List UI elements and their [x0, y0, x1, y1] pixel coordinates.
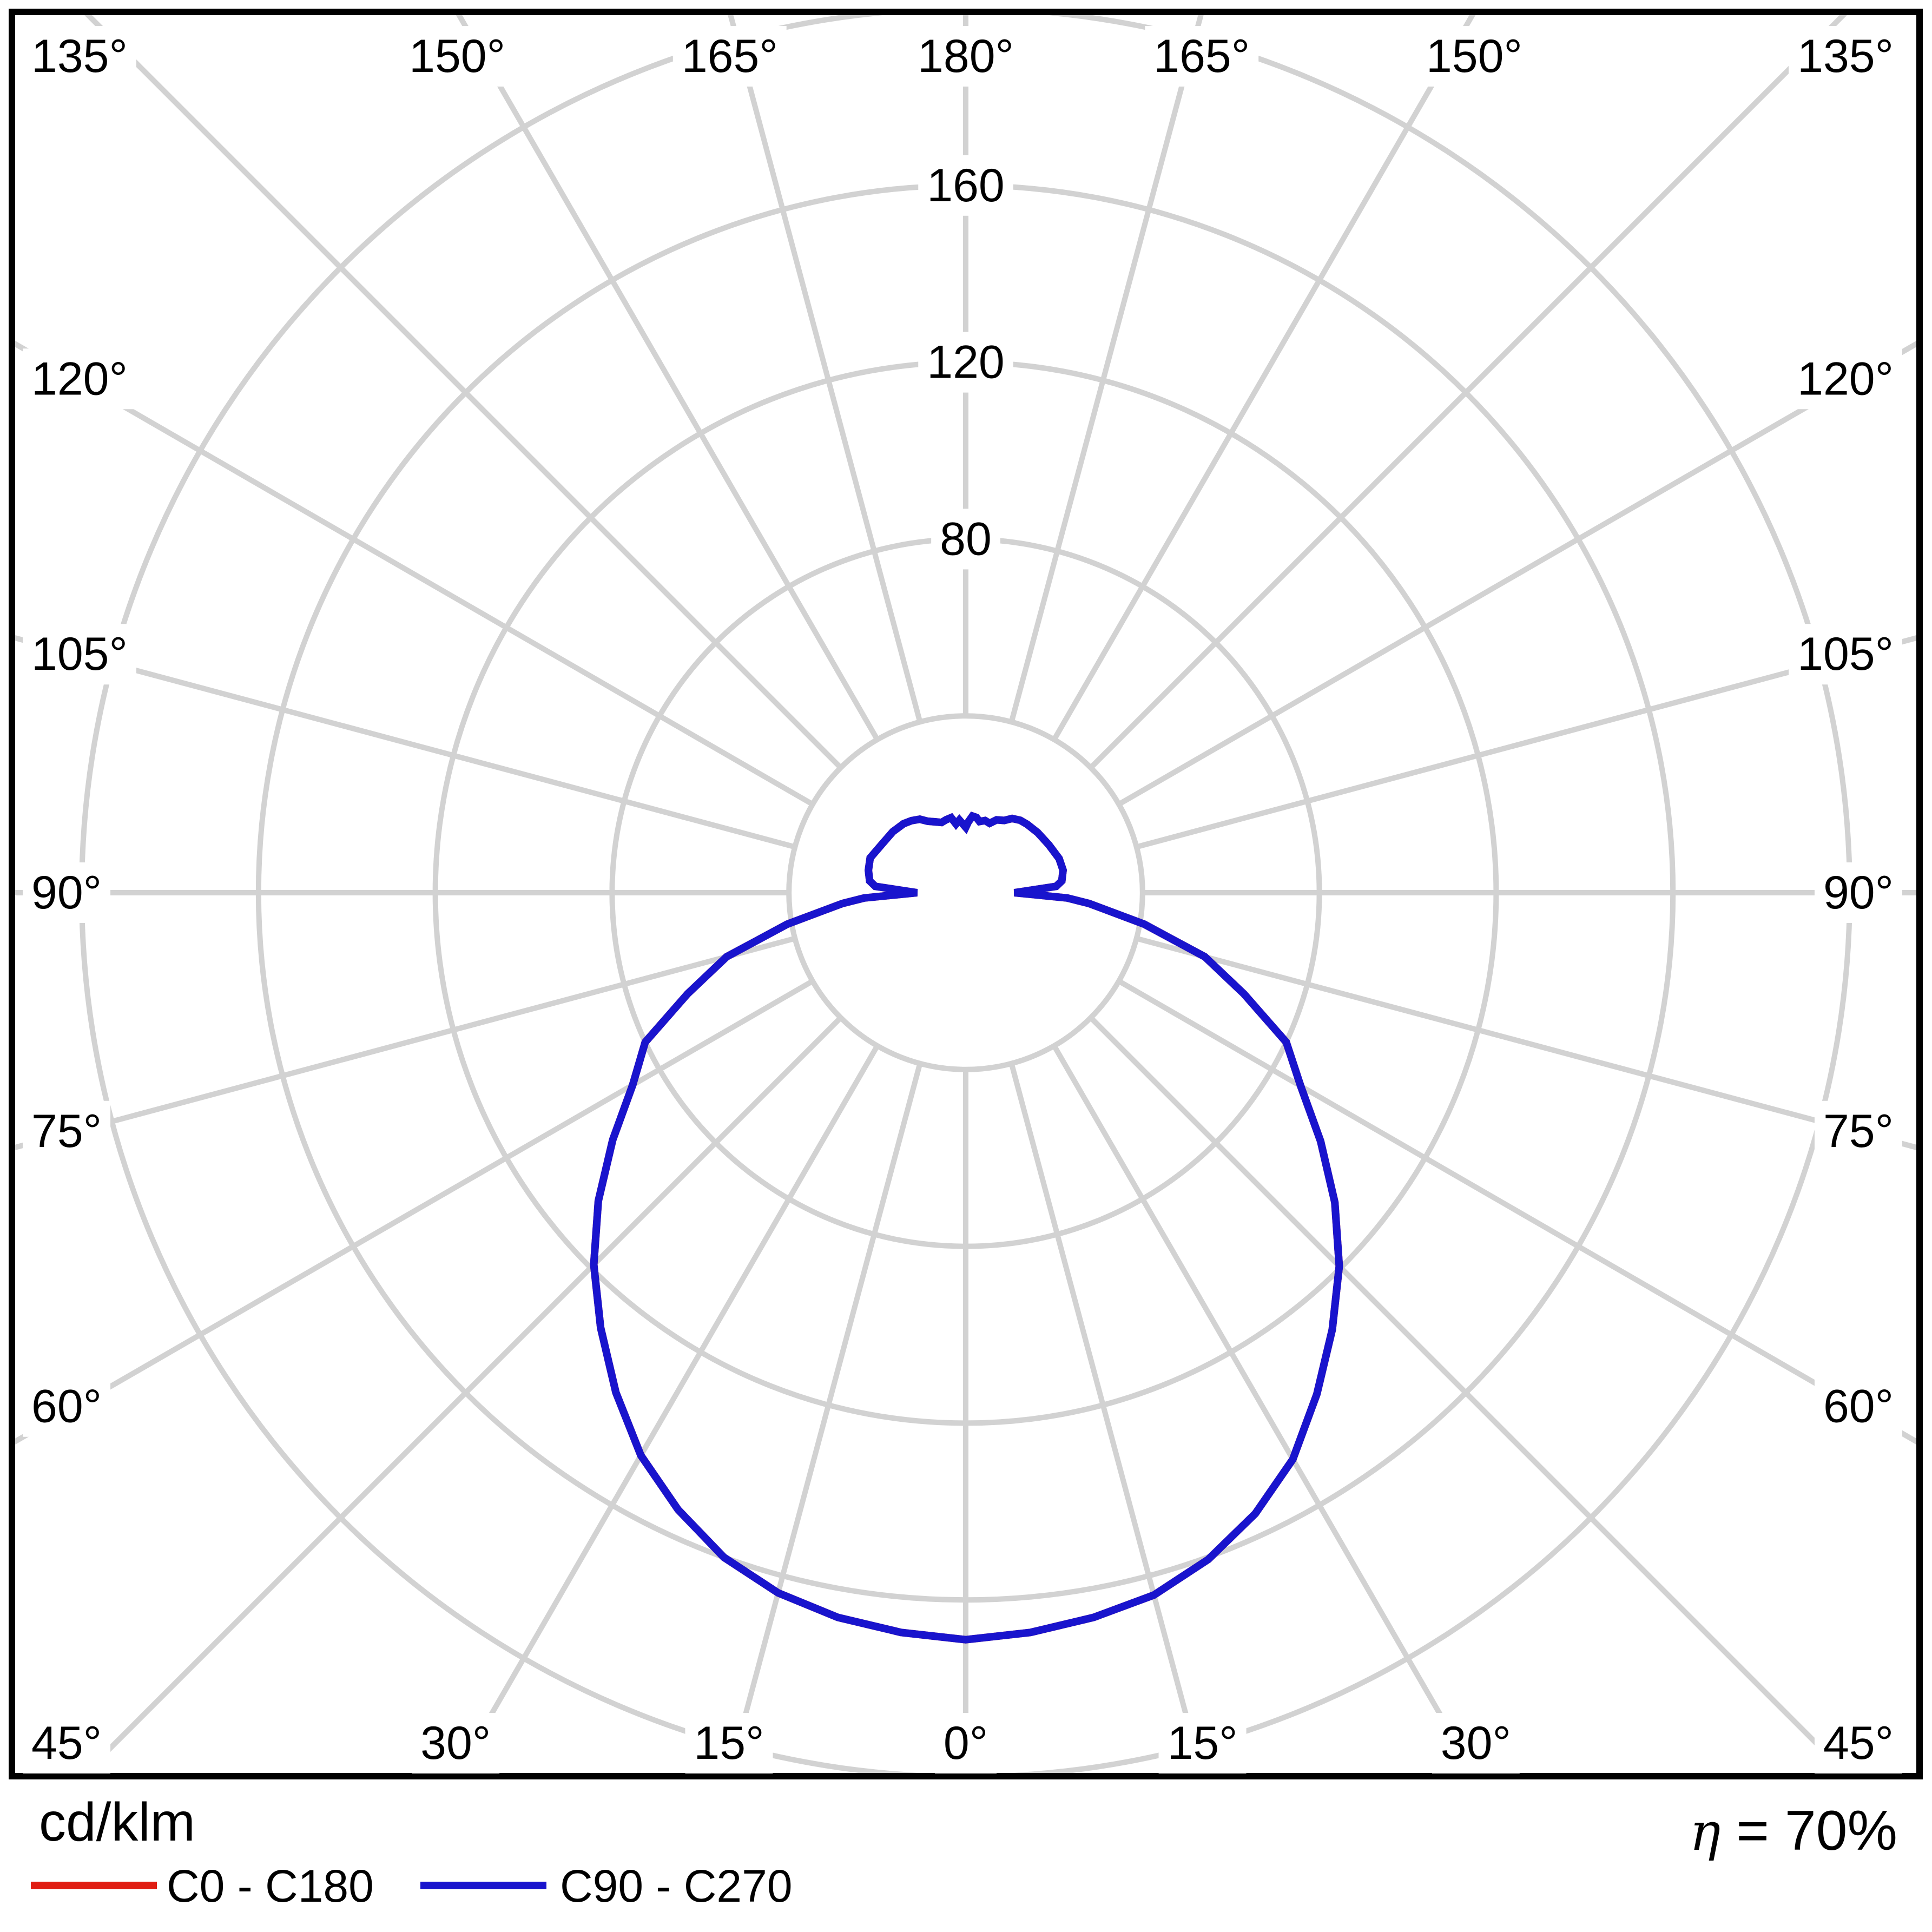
angle-label-120-right-halo — [1789, 348, 1902, 410]
spoke-150 — [454, 12, 880, 741]
angle-label-165-right: 165° — [1153, 30, 1250, 82]
chart-frame — [9, 9, 1923, 1779]
angle-label-165-left-halo — [672, 26, 787, 87]
legend-swatch-c90-c270 — [420, 1882, 546, 1889]
angle-label-45-right-halo — [1814, 1713, 1902, 1773]
angle-label-165-right-halo — [1145, 26, 1259, 87]
angle-label-135-right-halo — [1789, 26, 1902, 87]
spoke-330 — [1052, 1044, 1479, 1776]
angle-label-150-right: 150° — [1426, 30, 1522, 82]
angle-label-75-right-halo — [1814, 1100, 1902, 1162]
spoke-165 — [727, 12, 923, 723]
spoke-285 — [1136, 935, 1920, 1151]
angle-label-45-left: 45° — [31, 1717, 102, 1769]
angle-label-105-right: 105° — [1797, 628, 1894, 680]
angle-label-180-halo — [909, 26, 1023, 87]
spoke-120 — [12, 339, 814, 807]
angle-label-135-left: 135° — [31, 30, 128, 82]
intensity-curves — [590, 812, 1343, 1644]
angle-label-75-left-halo — [23, 1100, 111, 1162]
efficiency-label: η = 70% — [1690, 1803, 1897, 1859]
spoke-300 — [1117, 979, 1920, 1447]
angle-label-120-left-halo — [23, 348, 136, 410]
angle-label-105-left: 105° — [31, 628, 128, 680]
angle-label-30-right: 30° — [1441, 1717, 1511, 1769]
angle-label-150-right-halo — [1417, 26, 1531, 87]
angle-label-135-right: 135° — [1797, 30, 1894, 82]
angle-label-105-left-halo — [23, 624, 136, 685]
angle-label-135-left-halo — [23, 26, 136, 87]
angle-label-165-left: 165° — [682, 30, 778, 82]
spoke-15 — [726, 1063, 923, 1776]
units-label: cd/klm — [39, 1792, 195, 1852]
spoke-30 — [452, 1044, 880, 1776]
angle-label-30-left-halo — [412, 1713, 500, 1773]
eta-symbol: η — [1689, 1802, 1721, 1862]
radial-label-80: 80 — [940, 513, 992, 565]
angle-label-90-right-halo — [1814, 862, 1902, 923]
spoke-45 — [78, 1016, 843, 1776]
spoke-240 — [1117, 339, 1920, 807]
angle-label-105-right-halo — [1789, 624, 1902, 685]
spoke-195 — [1008, 12, 1205, 723]
angle-label-60-right: 60° — [1823, 1381, 1894, 1433]
angle-label-45-right: 45° — [1823, 1717, 1894, 1769]
radial-label-80-halo — [931, 509, 1000, 570]
angle-label-15-right: 15° — [1168, 1717, 1238, 1769]
angle-label-30-left: 30° — [420, 1717, 491, 1769]
angle-label-15-left-halo — [685, 1713, 773, 1773]
legend-label-c0-c180: C0 - C180 — [167, 1861, 374, 1911]
angle-label-75-right: 75° — [1823, 1105, 1894, 1157]
axis-labels: 80 120 160 0° 15° 15° 30° 30° 45° 45° 60° 60° 75° 75°… — [23, 26, 1902, 1773]
angle-label-150-left: 150° — [409, 30, 505, 82]
spoke-345 — [1008, 1063, 1205, 1776]
angle-label-60-right-halo — [1814, 1376, 1902, 1437]
angle-label-60-left: 60° — [31, 1381, 102, 1433]
angle-label-180: 180° — [918, 30, 1014, 82]
ring-40 — [786, 713, 1145, 1072]
angle-label-0: 0° — [944, 1717, 988, 1769]
radial-label-120-halo — [918, 332, 1013, 393]
eta-value: = 70% — [1720, 1799, 1897, 1862]
angle-label-90-left-halo — [23, 862, 111, 923]
radial-label-120: 120 — [927, 337, 1005, 388]
legend-label-c90-c270: C90 - C270 — [560, 1861, 793, 1911]
spoke-210 — [1052, 12, 1478, 741]
angle-label-0-halo — [934, 1713, 997, 1773]
angle-label-120-left: 120° — [31, 353, 128, 405]
radial-label-160: 160 — [927, 160, 1005, 212]
curve-C90-C270 — [590, 812, 1343, 1644]
angle-label-150-left-halo — [400, 26, 515, 87]
spoke-105 — [12, 634, 796, 850]
angle-label-30-right-halo — [1432, 1713, 1520, 1773]
spoke-75 — [12, 935, 796, 1151]
legend: C0 - C180 C90 - C270 — [0, 1861, 1932, 1914]
angle-label-90-right: 90° — [1823, 867, 1894, 919]
spoke-60 — [12, 979, 814, 1447]
angle-label-15-right-halo — [1158, 1713, 1247, 1773]
angle-label-45-left-halo — [23, 1713, 111, 1773]
spoke-255 — [1136, 634, 1920, 850]
angle-label-15-left: 15° — [694, 1717, 764, 1769]
legend-swatch-c0-c180 — [31, 1882, 157, 1889]
angle-label-90-left: 90° — [31, 867, 102, 919]
angle-label-60-left-halo — [23, 1376, 111, 1437]
angle-label-120-right: 120° — [1797, 353, 1894, 405]
angle-label-75-left: 75° — [31, 1105, 102, 1157]
radial-label-160-halo — [918, 155, 1013, 216]
